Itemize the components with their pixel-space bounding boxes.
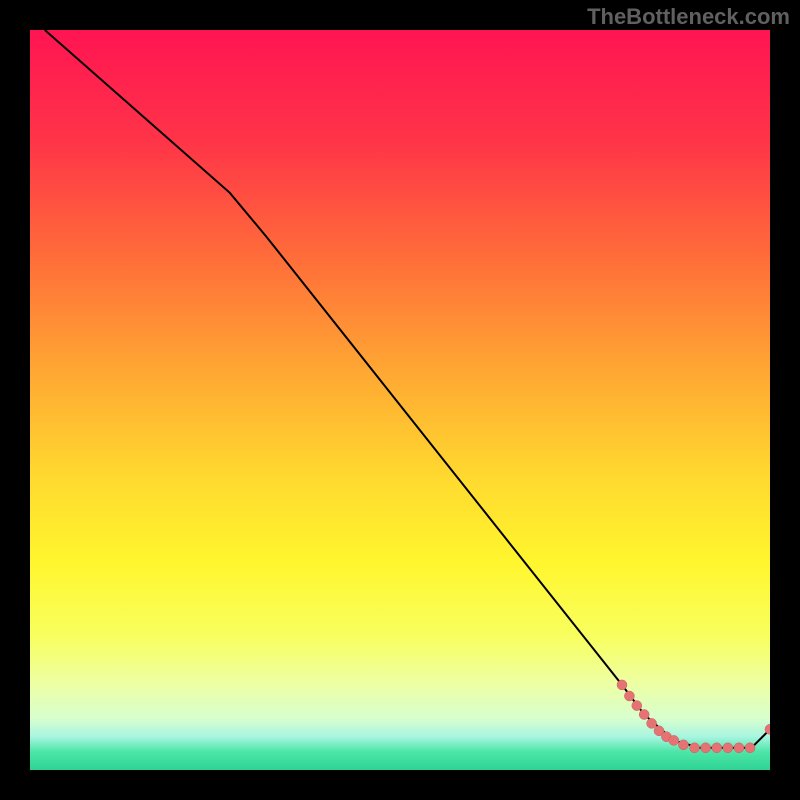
- chart-svg: [30, 30, 770, 770]
- marker-point: [690, 743, 700, 753]
- marker-point: [701, 743, 711, 753]
- plot-area: [30, 30, 770, 770]
- marker-point: [678, 740, 688, 750]
- attribution-label: TheBottleneck.com: [587, 4, 790, 30]
- marker-point: [669, 735, 679, 745]
- marker-point: [712, 743, 722, 753]
- marker-point: [632, 701, 642, 711]
- marker-point: [745, 743, 755, 753]
- gradient-rect: [30, 30, 770, 770]
- marker-point: [734, 743, 744, 753]
- marker-point: [723, 743, 733, 753]
- marker-point: [624, 691, 634, 701]
- marker-point: [617, 680, 627, 690]
- marker-point: [647, 718, 657, 728]
- marker-point: [639, 710, 649, 720]
